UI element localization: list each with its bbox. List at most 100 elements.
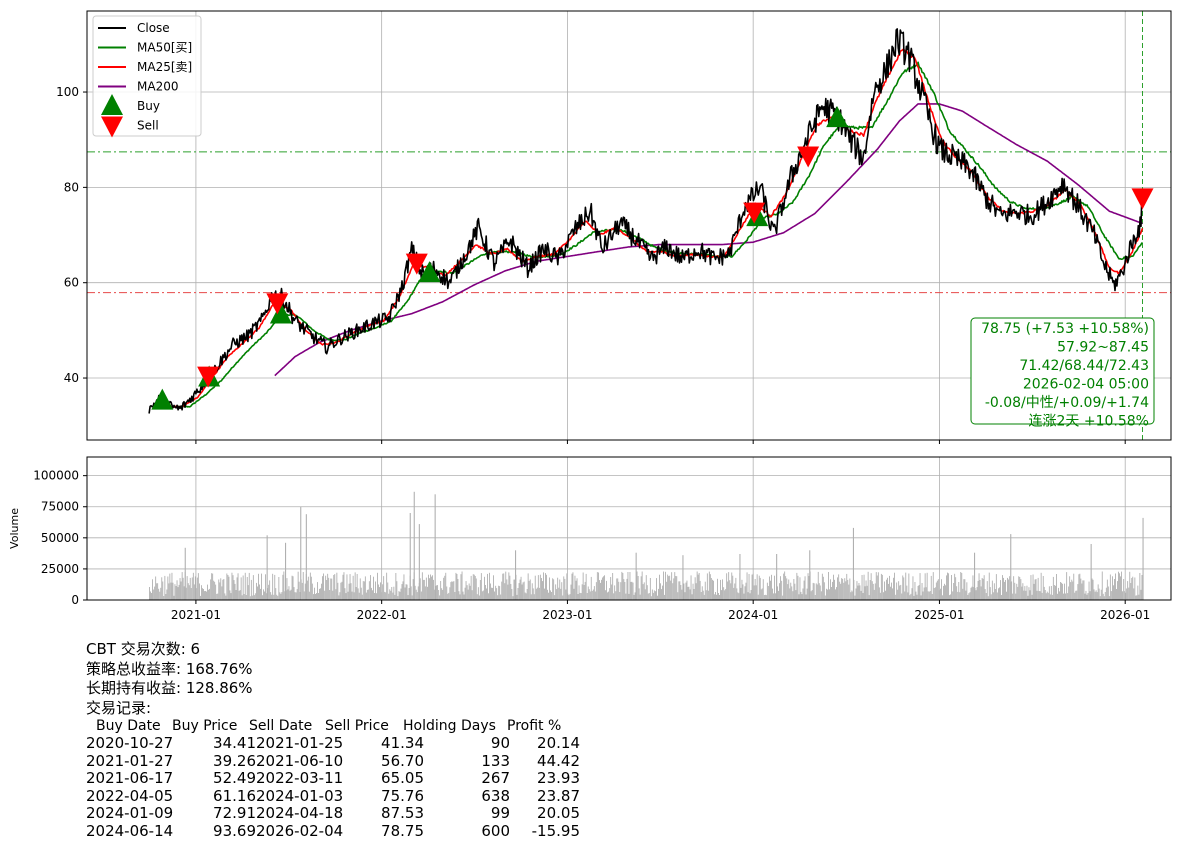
volume-bar bbox=[648, 593, 650, 600]
volume-bar bbox=[839, 581, 841, 600]
volume-bar bbox=[718, 593, 719, 600]
volume-bar bbox=[517, 588, 519, 600]
volume-bar bbox=[1082, 580, 1084, 600]
volume-bar bbox=[371, 587, 372, 600]
volume-bar bbox=[249, 596, 251, 600]
volume-bar bbox=[683, 583, 685, 600]
volume-bar bbox=[213, 580, 215, 600]
volume-bar bbox=[811, 590, 813, 600]
volume-bar bbox=[476, 594, 478, 600]
volume-bar bbox=[183, 586, 185, 600]
volume-bar bbox=[914, 582, 916, 600]
annotation-line: 2026-02-04 05:00 bbox=[1023, 377, 1149, 393]
volume-bar bbox=[580, 593, 582, 600]
volume-bar bbox=[982, 578, 984, 600]
volume-bar bbox=[538, 587, 540, 600]
volume-bar bbox=[1077, 584, 1079, 600]
trade-cell: 2024-06-14 bbox=[86, 821, 174, 840]
volume-bar bbox=[649, 578, 651, 600]
volume-bar bbox=[600, 582, 601, 600]
volume-bar bbox=[484, 576, 485, 600]
column-header: Buy Date bbox=[96, 718, 161, 734]
volume-bar bbox=[656, 578, 657, 600]
volume-bar bbox=[918, 585, 920, 600]
volume-bar bbox=[684, 592, 686, 600]
volume-bar bbox=[922, 591, 924, 600]
volume-bar bbox=[620, 582, 622, 600]
volume-bar bbox=[847, 579, 849, 600]
volume-bar bbox=[529, 579, 531, 600]
volume-bar bbox=[845, 581, 847, 600]
volume-bar bbox=[971, 586, 973, 600]
volume-bar bbox=[835, 589, 836, 600]
price-panel: 40 60 80 100 Close MA50[买] MA25[卖] MA200 Buy Sell… bbox=[56, 10, 1172, 444]
volume-bar bbox=[401, 584, 403, 600]
volume-bar bbox=[976, 587, 978, 600]
volume-bar bbox=[200, 595, 201, 600]
volume-bar bbox=[657, 595, 658, 600]
volume-bar bbox=[1087, 593, 1089, 600]
volume-bar bbox=[920, 595, 922, 600]
volume-bar bbox=[386, 572, 388, 600]
volume-bar bbox=[432, 575, 433, 600]
volume-bar bbox=[533, 594, 535, 600]
volume-bar bbox=[813, 583, 815, 600]
volume-bar bbox=[421, 572, 423, 600]
volume-bar bbox=[865, 580, 867, 600]
trade-cell: 52.49 bbox=[213, 769, 256, 787]
volume-bar bbox=[1127, 581, 1129, 600]
volume-bar bbox=[900, 584, 902, 600]
volume-bar bbox=[830, 579, 831, 600]
volume-bar bbox=[902, 575, 904, 600]
volume-bar bbox=[1043, 586, 1045, 600]
volume-bar bbox=[866, 585, 868, 600]
volume-bar bbox=[327, 573, 329, 600]
volume-bar bbox=[946, 575, 947, 600]
volume-bar bbox=[821, 573, 823, 600]
volume-bar bbox=[1069, 576, 1071, 600]
volume-bar bbox=[868, 595, 870, 600]
volume-bar bbox=[1050, 586, 1052, 600]
volume-bar bbox=[832, 581, 833, 600]
y-tick-label: 25000 bbox=[41, 562, 79, 576]
volume-bar bbox=[475, 578, 477, 600]
volume-bar bbox=[756, 574, 758, 600]
volume-bar bbox=[380, 582, 381, 600]
volume-bar bbox=[930, 575, 932, 600]
volume-bar bbox=[655, 591, 656, 600]
x-tick-label: 2021-01 bbox=[171, 608, 221, 622]
volume-bar bbox=[180, 581, 182, 600]
volume-bar bbox=[166, 589, 168, 600]
volume-bar bbox=[696, 571, 698, 600]
volume-bar bbox=[397, 596, 399, 600]
volume-bar bbox=[965, 590, 967, 600]
volume-bar bbox=[1119, 573, 1120, 600]
volume-bar bbox=[979, 580, 981, 600]
volume-bar bbox=[516, 594, 518, 600]
volume-bar bbox=[741, 579, 743, 600]
volume-bar bbox=[191, 577, 193, 600]
volume-bar bbox=[1122, 591, 1123, 600]
volume-bar bbox=[216, 593, 218, 600]
volume-bar bbox=[1059, 591, 1060, 600]
volume-bar bbox=[991, 580, 993, 600]
sell-marker bbox=[197, 366, 220, 388]
volume-bar bbox=[828, 572, 829, 600]
volume-bar bbox=[1096, 592, 1098, 600]
trade-row: 2022-04-05 61.16 2024-01-03 75.76 638 23.87 bbox=[86, 787, 786, 806]
volume-bar bbox=[710, 578, 712, 600]
volume-bar bbox=[316, 593, 317, 600]
volume-bar bbox=[693, 589, 695, 600]
volume-bar bbox=[491, 587, 492, 600]
volume-bar bbox=[960, 572, 962, 600]
volume-bar bbox=[163, 596, 165, 600]
volume-bar bbox=[720, 579, 721, 600]
volume-bar bbox=[1060, 582, 1061, 600]
volume-bar bbox=[775, 593, 776, 600]
volume-bar bbox=[265, 574, 266, 600]
volume-bar bbox=[1062, 583, 1063, 600]
volume-bar bbox=[849, 578, 851, 600]
volume-bar bbox=[351, 591, 353, 600]
volume-bar bbox=[196, 577, 198, 600]
volume-bar bbox=[987, 596, 989, 600]
